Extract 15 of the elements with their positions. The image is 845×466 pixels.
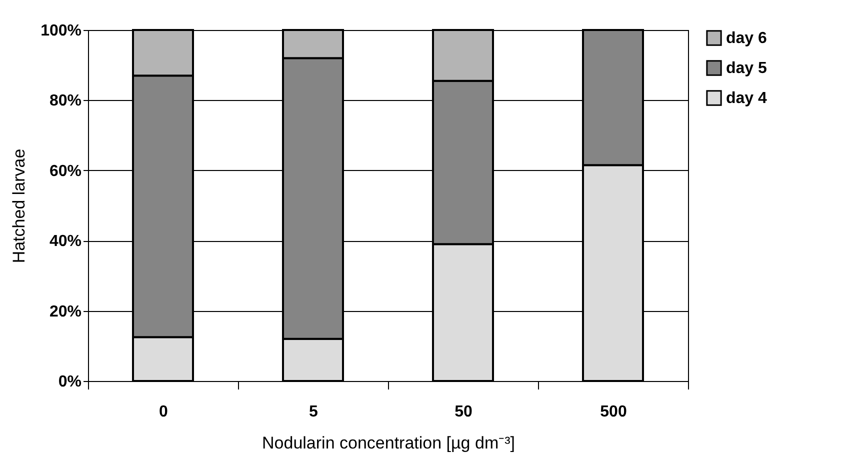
x-tick-label: 50 — [454, 404, 472, 420]
legend-label: day 4 — [726, 90, 768, 107]
x-tick-label: 5 — [309, 404, 318, 420]
legend-label: day 6 — [726, 30, 768, 47]
legend-label: day 5 — [726, 60, 768, 77]
y-axis-title: Hatched larvae — [10, 148, 29, 264]
y-tick-label: 40% — [49, 233, 82, 250]
x-tick-label: 0 — [159, 404, 168, 420]
x-axis-title: Nodularin concentration [µg dm⁻³] — [262, 434, 515, 452]
y-tick-label: 20% — [49, 303, 82, 320]
y-tick-label: 60% — [49, 162, 82, 180]
y-tick-label: 80% — [49, 92, 82, 110]
x-tick-label: 500 — [600, 404, 627, 420]
y-tick-label: 0% — [58, 374, 82, 390]
y-tick-label: 100% — [40, 22, 82, 40]
